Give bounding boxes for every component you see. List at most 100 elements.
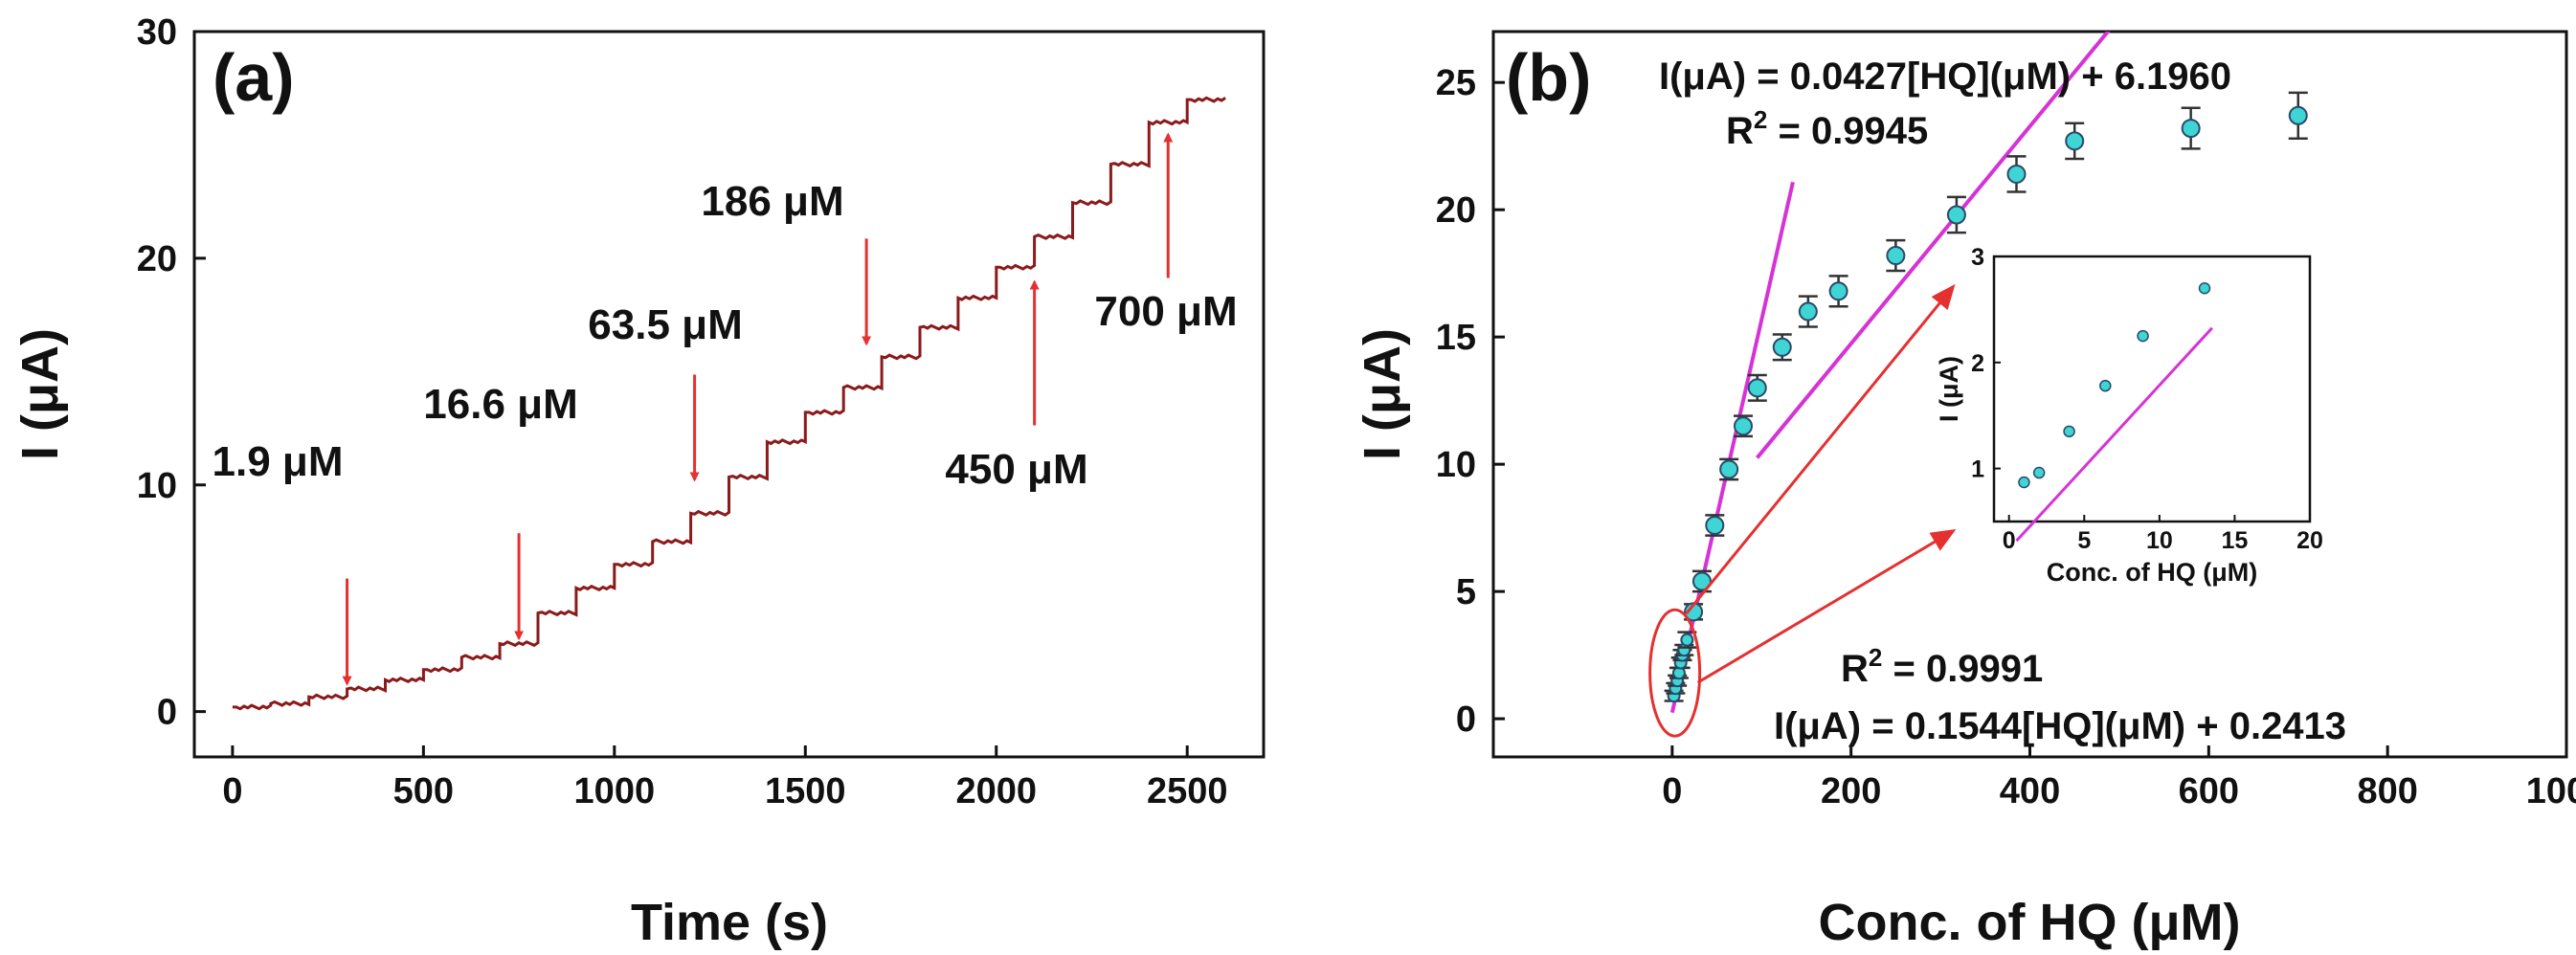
panel-a-y-axis-title: I (μA) [11,328,69,460]
panel-b-points [1664,91,2308,703]
lower-r2-superscript: 2 [1869,643,1882,672]
marker [1886,246,1906,266]
upper-r2-label: R [1726,110,1754,152]
inset-x-axis-title: Conc. of HQ (μM) [2047,558,2257,587]
callout-arrow-upper [1685,283,1956,615]
lower-fit-r2: R2 = 0.9991 [1841,643,2043,690]
a-y-tick-label: 0 [157,693,177,733]
b-y-tick-label: 25 [1436,63,1476,103]
panel-a-trace [232,96,1226,711]
a-x-tick-label: 2000 [955,771,1037,811]
data-point [2288,91,2308,140]
panel-b-label: (b) [1506,40,1591,115]
data-point [1772,333,1792,362]
callout-arrow-lower [1696,528,1957,684]
a-x-tick-label: 1000 [574,771,656,811]
data-point [1946,195,1966,234]
data-point [1719,457,1739,481]
panel-a-label: (a) [213,40,295,115]
annotation-label: 63.5 μM [588,301,742,348]
marker [1772,337,1792,357]
marker [2181,119,2201,139]
marker [2288,105,2308,125]
inset-x-tick-label: 20 [2296,527,2323,554]
b-y-tick-label: 10 [1436,445,1476,485]
inset-x-tick-label: 5 [2077,527,2091,554]
panel-b-x-axis-title: Conc. of HQ (μM) [1819,894,2241,951]
data-point [2006,155,2027,193]
inset-x-tick-label: 10 [2146,527,2173,554]
upper-fit-equation: I(μA) = 0.0427[HQ](μM) + 6.1960 [1659,56,2231,98]
data-point [1734,414,1754,438]
data-point [1691,569,1712,593]
a-y-tick-label: 10 [137,466,177,506]
b-x-tick-label: 0 [1662,771,1682,811]
upper-r2-superscript: 2 [1754,105,1767,134]
marker [1705,515,1725,535]
data-point [1674,643,1694,657]
annotation-label: 450 μM [945,446,1087,493]
inset-marker [2018,476,2030,489]
data-point [1886,238,1906,273]
a-x-tick-label: 500 [393,771,454,811]
upper-fit-r2: R2 = 0.9945 [1726,105,1928,152]
a-x-tick-label: 1500 [765,771,846,811]
marker [1719,459,1739,479]
inset-marker [2032,466,2046,479]
data-point [1798,295,1818,328]
marker [1680,633,1694,647]
high-range-fit-line [1756,32,2111,459]
inset-frame [1992,255,2312,523]
data-point [2065,122,2085,161]
lower-r2-value: = 0.9991 [1882,648,2043,690]
b-y-tick-label: 5 [1456,572,1476,612]
panel-a-ticks: 0 500 1000 1500 2000 2500 0 10 20 30 [137,12,1228,811]
inset-x-tick-label: 0 [2003,527,2016,554]
inset-x-tick-label: 15 [2222,527,2249,554]
panel-b-callout [1648,283,1957,738]
marker [1946,205,1966,225]
inset-marker [2137,329,2149,343]
panel-b: 0 200 400 600 800 1000 0 5 10 15 20 25 0 5 10 15 20 1 2 3 C… [1354,30,2576,951]
marker [1828,281,1848,301]
b-x-tick-label: 1000 [2526,771,2576,811]
a-y-tick-label: 30 [137,12,177,53]
inset-marker [2198,281,2211,295]
b-x-tick-label: 400 [2000,771,2060,811]
lower-r2-label: R [1841,648,1869,690]
panel-a-frame [192,30,1266,759]
panel-b-fit-lines [1669,32,2111,714]
low-range-fit-line [1669,181,1795,714]
panel-a-x-axis-title: Time (s) [631,894,828,951]
b-y-tick-label: 20 [1436,190,1476,231]
inset-marker [2063,425,2075,438]
panel-a: 0 500 1000 1500 2000 2500 0 10 20 30 1.9 μM 16.6 μ… [11,12,1266,951]
b-x-tick-label: 600 [2179,771,2239,811]
annotation-label: 16.6 μM [423,381,577,428]
inset-marker [2099,379,2112,392]
annotation-label: 186 μM [701,178,843,225]
data-point [1705,514,1725,537]
data-point [2181,106,2201,150]
data-point [1747,373,1767,402]
marker [1691,571,1712,591]
marker [1747,378,1767,398]
b-x-tick-label: 200 [1821,771,1881,811]
inset-y-tick-label: 1 [1971,456,1984,483]
panel-b-y-axis-title: I (μA) [1354,328,1411,460]
marker [2006,164,2027,184]
current-trace [232,96,1226,711]
b-y-tick-label: 15 [1436,318,1476,358]
a-x-tick-label: 0 [222,771,242,811]
b-x-tick-label: 800 [2357,771,2417,811]
annotation-label: 1.9 μM [213,438,344,485]
upper-r2-value: = 0.9945 [1767,110,1928,152]
panel-b-inset: 0 5 10 15 20 1 2 3 Conc. of HQ (μM) I (μA) [1935,244,2323,587]
b-y-tick-label: 0 [1456,700,1476,740]
inset-y-axis-title: I (μA) [1935,356,1963,422]
marker [2065,131,2085,151]
inset-y-tick-label: 3 [1971,244,1984,271]
a-x-tick-label: 2500 [1147,771,1228,811]
